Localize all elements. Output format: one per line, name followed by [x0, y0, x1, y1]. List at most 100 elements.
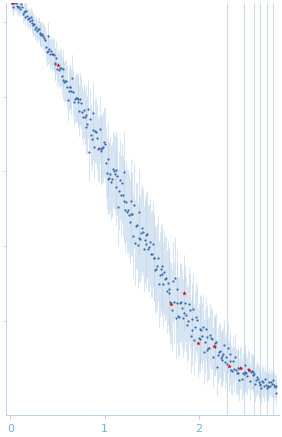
Point: [208, 331, 212, 338]
Point: [149, 251, 153, 258]
Point: [251, 369, 256, 376]
Point: [124, 199, 128, 206]
Point: [270, 381, 274, 388]
Point: [142, 236, 147, 243]
Point: [96, 145, 101, 152]
Point: [110, 176, 114, 183]
Point: [28, 17, 32, 24]
Point: [83, 123, 88, 130]
Point: [35, 27, 39, 34]
Point: [103, 140, 107, 147]
Point: [63, 77, 67, 84]
Point: [103, 160, 108, 166]
Point: [225, 361, 229, 368]
Point: [202, 348, 206, 355]
Point: [192, 336, 197, 343]
Point: [178, 299, 182, 306]
Point: [108, 170, 113, 177]
Point: [155, 262, 159, 269]
Point: [13, 0, 17, 6]
Point: [39, 31, 44, 38]
Point: [44, 49, 49, 55]
Point: [274, 382, 279, 389]
Point: [27, 14, 31, 21]
Point: [196, 334, 201, 341]
Point: [226, 362, 231, 369]
Point: [16, 4, 21, 11]
Point: [19, 0, 23, 7]
Point: [175, 285, 180, 292]
Point: [204, 347, 209, 354]
Point: [116, 204, 120, 211]
Point: [249, 368, 254, 375]
Point: [37, 30, 42, 37]
Point: [166, 286, 171, 293]
Point: [237, 376, 241, 383]
Point: [153, 266, 158, 273]
Point: [42, 35, 46, 42]
Point: [267, 378, 272, 385]
Point: [197, 326, 202, 333]
Point: [188, 307, 192, 314]
Point: [149, 250, 154, 257]
Point: [17, 3, 21, 10]
Point: [146, 245, 151, 252]
Point: [121, 168, 126, 175]
Point: [186, 318, 190, 325]
Point: [72, 98, 76, 105]
Point: [239, 364, 243, 371]
Point: [60, 72, 64, 79]
Point: [135, 221, 139, 228]
Point: [210, 354, 215, 361]
Point: [58, 64, 63, 71]
Point: [115, 172, 120, 179]
Point: [56, 62, 60, 69]
Point: [205, 333, 210, 340]
Point: [173, 274, 177, 281]
Point: [128, 198, 133, 205]
Point: [134, 222, 138, 229]
Point: [236, 364, 241, 371]
Point: [171, 278, 175, 285]
Point: [273, 390, 278, 397]
Point: [173, 315, 178, 322]
Point: [210, 335, 214, 342]
Point: [151, 254, 156, 261]
Point: [133, 239, 137, 246]
Point: [97, 126, 102, 133]
Point: [182, 290, 187, 297]
Point: [244, 370, 249, 377]
Point: [91, 110, 96, 117]
Point: [40, 31, 45, 38]
Point: [61, 76, 66, 83]
Point: [206, 345, 211, 352]
Point: [188, 333, 193, 340]
Point: [165, 288, 169, 295]
Point: [119, 191, 123, 198]
Point: [158, 265, 163, 272]
Point: [73, 95, 77, 102]
Point: [81, 114, 85, 121]
Point: [215, 364, 219, 371]
Point: [25, 13, 29, 20]
Point: [176, 312, 180, 319]
Point: [260, 377, 265, 384]
Point: [112, 168, 116, 175]
Point: [242, 361, 247, 368]
Point: [161, 281, 166, 288]
Point: [111, 166, 115, 173]
Point: [245, 372, 250, 379]
Point: [220, 353, 225, 360]
Point: [261, 378, 265, 385]
Point: [41, 32, 45, 39]
Point: [257, 381, 262, 388]
Point: [51, 52, 56, 59]
Point: [167, 289, 172, 296]
Point: [258, 381, 263, 388]
Point: [212, 342, 216, 349]
Point: [166, 280, 170, 287]
Point: [194, 313, 198, 320]
Point: [265, 384, 269, 391]
Point: [131, 232, 135, 239]
Point: [233, 353, 237, 360]
